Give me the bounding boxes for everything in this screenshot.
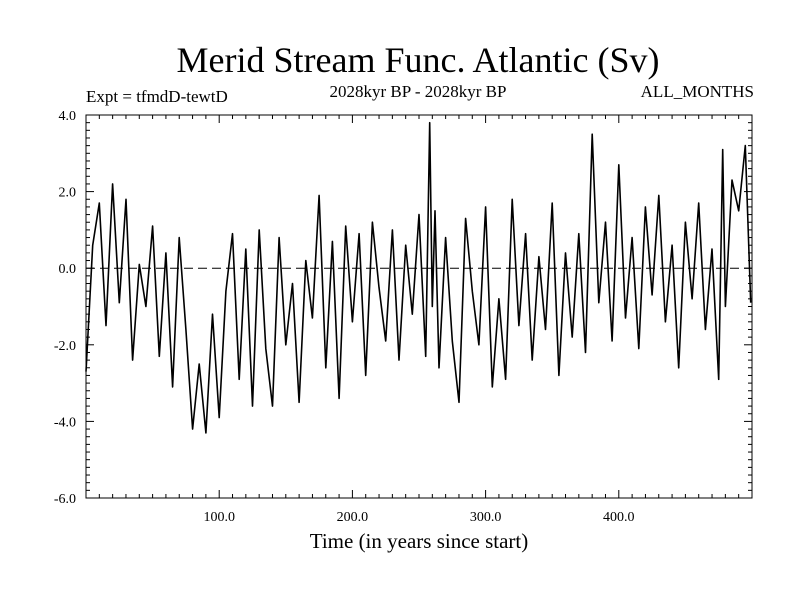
period-label: 2028kyr BP - 2028kyr BP: [330, 82, 507, 101]
y-tick-label: 4.0: [59, 109, 77, 124]
series-line: [85, 121, 752, 434]
plot-area: 100.0 200.0 300.0 400.0 4.0 2.0 0.0 -2.0 -4.0 -6.…: [54, 109, 753, 525]
y-tick-label: 2.0: [59, 186, 77, 201]
x-tick-label: 300.0: [470, 510, 502, 525]
x-tick-label: 200.0: [337, 510, 369, 525]
x-axis-label: Time (in years since start): [310, 529, 529, 553]
x-tick-label: 400.0: [603, 510, 635, 525]
plot-frame: [85, 114, 753, 499]
x-tick-label: 100.0: [203, 510, 235, 525]
months-label: ALL_MONTHS: [641, 82, 754, 101]
y-tick-label: 0.0: [59, 262, 77, 277]
y-tick-label: -2.0: [54, 339, 76, 354]
experiment-label: Expt = tfmdD-tewtD: [86, 87, 228, 106]
y-tick-label: -4.0: [54, 415, 76, 430]
chart-title: Merid Stream Func. Atlantic (Sv): [177, 40, 660, 80]
y-tick-label: -6.0: [54, 492, 76, 507]
